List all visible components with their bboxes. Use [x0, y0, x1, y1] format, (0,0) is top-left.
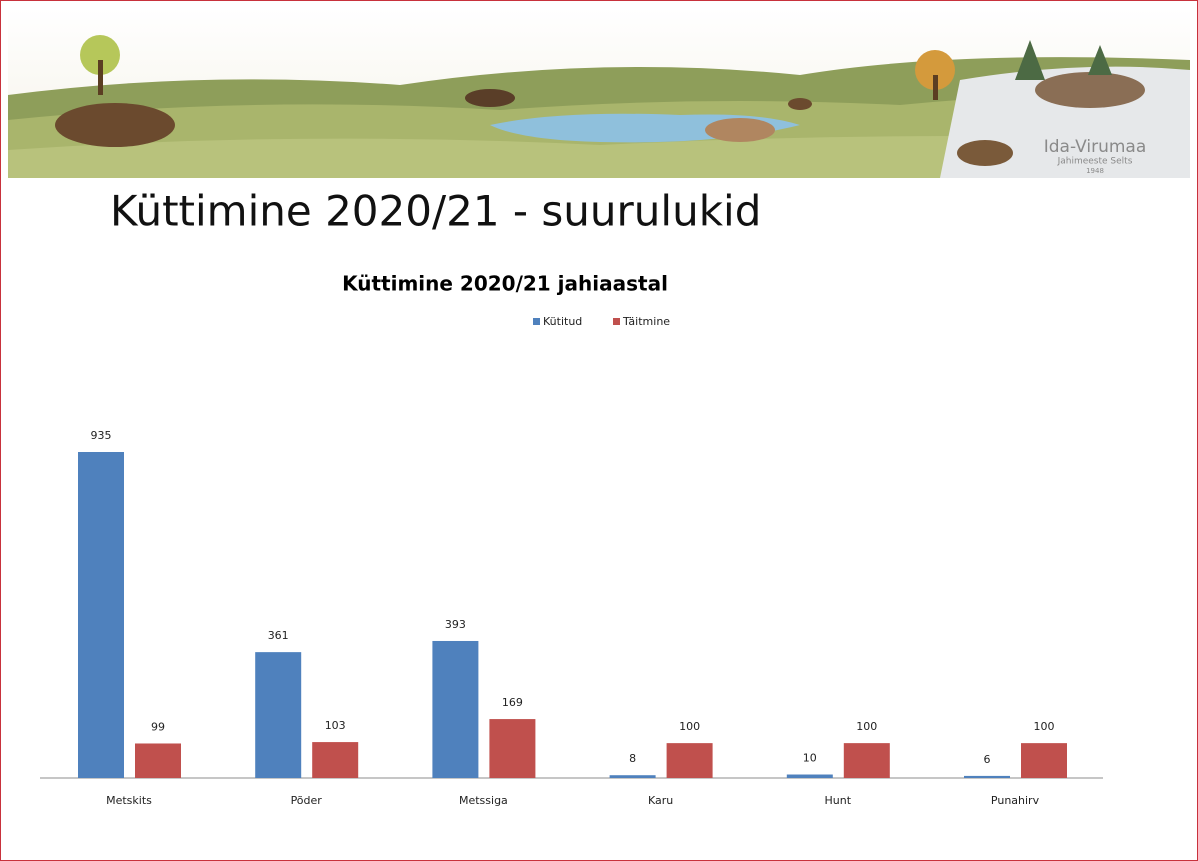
bar	[312, 742, 358, 778]
bar	[432, 641, 478, 778]
chart-title: Küttimine 2020/21 jahiaastal	[342, 272, 668, 296]
data-label: 393	[445, 618, 466, 631]
data-label: 10	[803, 752, 817, 765]
data-label: 103	[325, 719, 346, 732]
x-tick-label: Punahirv	[991, 794, 1040, 807]
legend-swatch	[613, 318, 620, 325]
bar	[964, 776, 1010, 778]
data-label: 99	[151, 720, 165, 733]
banner: Ida-Virumaa Jahimeeste Selts 1948	[8, 8, 1190, 178]
legend-label: Täitmine	[622, 315, 670, 328]
data-label: 100	[679, 720, 700, 733]
slide-title: Küttimine 2020/21 - suurulukid	[110, 187, 761, 236]
slide: Ida-Virumaa Jahimeeste Selts 1948 Küttim…	[0, 0, 1198, 861]
bar	[489, 719, 535, 778]
bar	[667, 743, 713, 778]
org-name: Ida-Virumaa	[1044, 137, 1147, 157]
data-label: 100	[1034, 720, 1055, 733]
x-tick-label: Hunt	[825, 794, 852, 807]
bar	[78, 452, 124, 778]
bar	[844, 743, 890, 778]
x-tick-label: Põder	[291, 794, 323, 807]
data-label: 361	[268, 629, 289, 642]
x-tick-label: Karu	[648, 794, 673, 807]
bar	[135, 743, 181, 778]
org-year: 1948	[1086, 167, 1104, 175]
legend-label: Kütitud	[543, 315, 582, 328]
data-label: 100	[856, 720, 877, 733]
data-label: 169	[502, 696, 523, 709]
legend-swatch	[533, 318, 540, 325]
bar	[787, 775, 833, 778]
bar	[1021, 743, 1067, 778]
org-subtitle: Jahimeeste Selts	[1057, 157, 1133, 167]
bar	[610, 775, 656, 778]
data-label: 6	[984, 753, 991, 766]
data-label: 8	[629, 752, 636, 765]
data-label: 935	[91, 429, 112, 442]
x-tick-label: Metskits	[106, 794, 152, 807]
bar	[255, 652, 301, 778]
x-tick-label: Metssiga	[459, 794, 508, 807]
